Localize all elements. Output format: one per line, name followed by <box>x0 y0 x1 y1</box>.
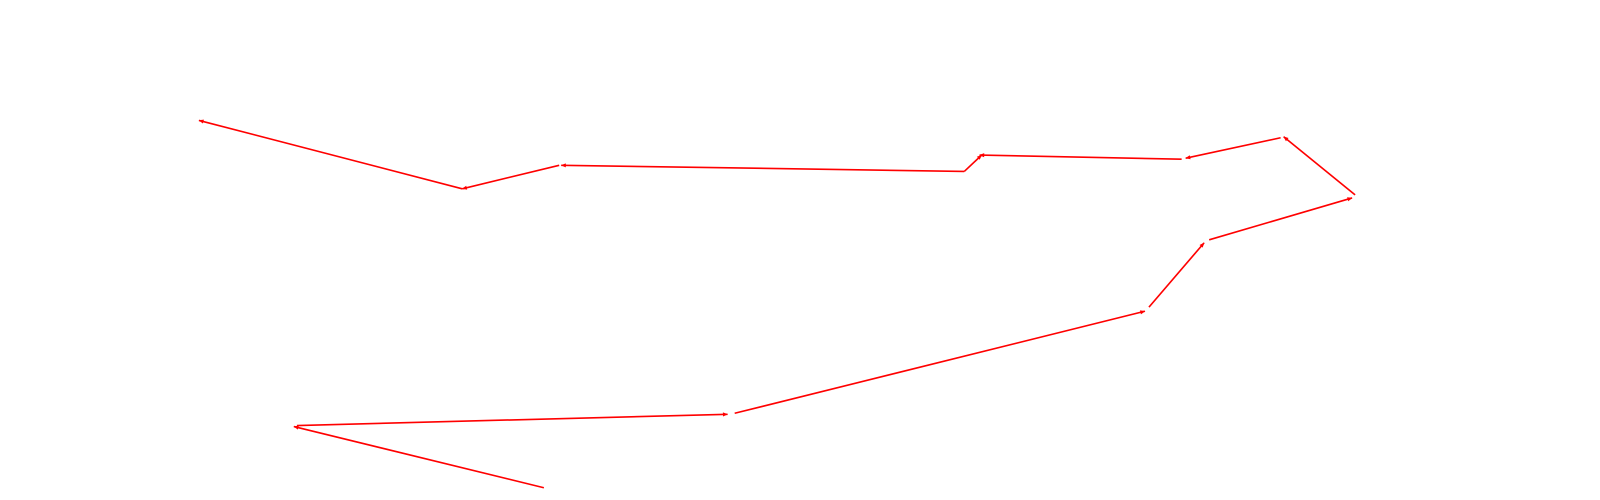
path-segment <box>198 119 463 190</box>
path-segment <box>1283 136 1356 196</box>
path-segment <box>461 164 560 190</box>
path-segment <box>560 163 965 173</box>
path-segment <box>293 425 545 489</box>
path-segment <box>1148 242 1205 308</box>
path-segment <box>963 154 983 173</box>
path-segment <box>296 412 729 427</box>
path-segment <box>1185 136 1281 160</box>
path-segment <box>1208 197 1353 241</box>
path-segment <box>979 153 1182 160</box>
pointer-path <box>198 119 1356 489</box>
path-segment <box>734 310 1146 415</box>
